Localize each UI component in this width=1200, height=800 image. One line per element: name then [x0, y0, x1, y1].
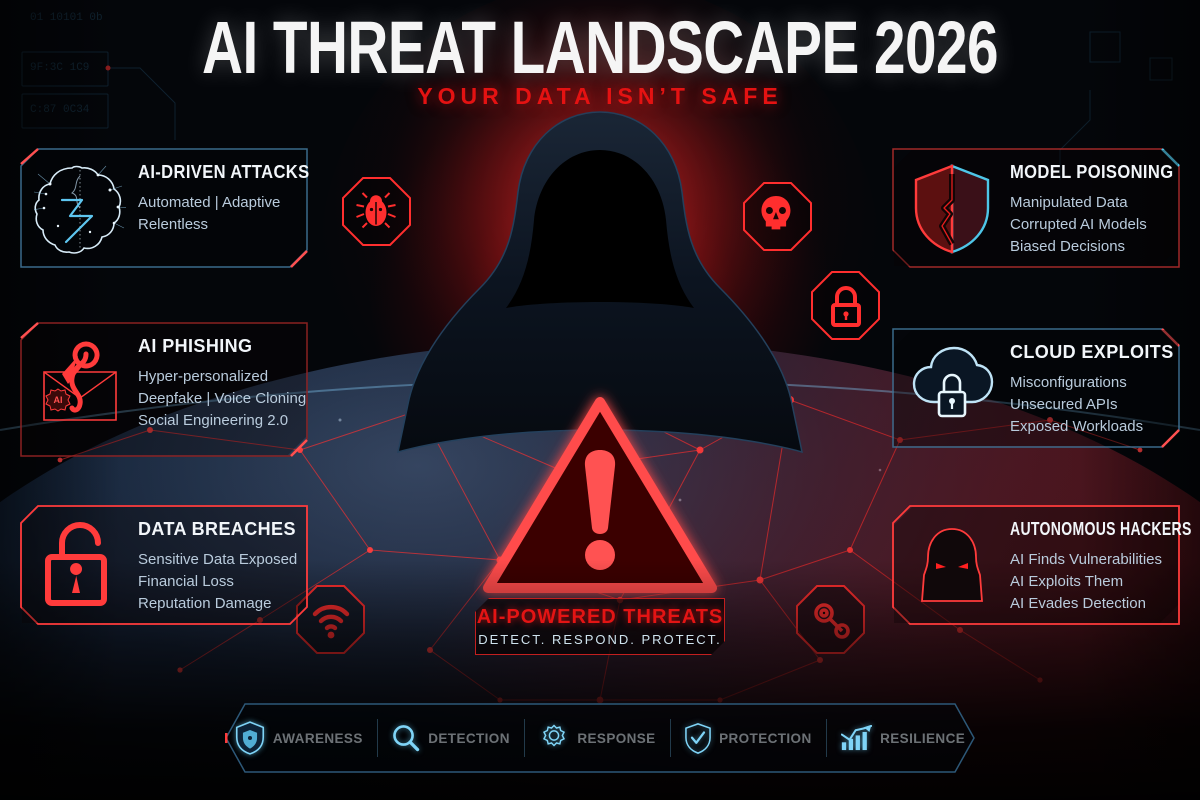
- svg-text:AI: AI: [54, 395, 63, 405]
